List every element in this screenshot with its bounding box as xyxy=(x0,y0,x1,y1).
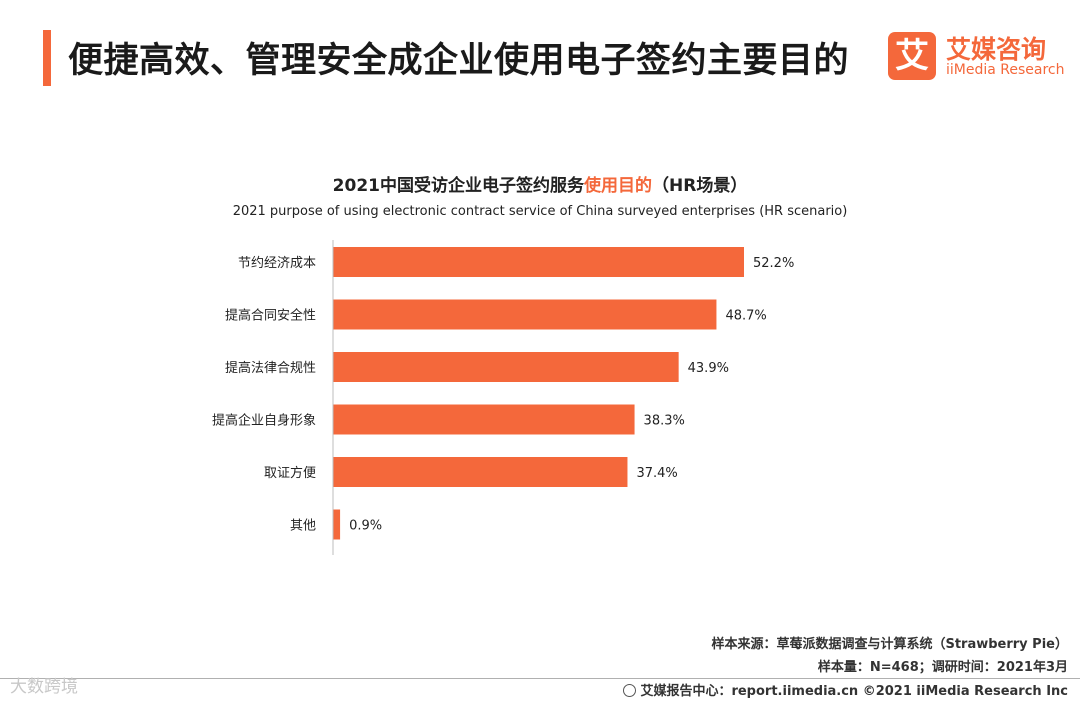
bar xyxy=(333,457,628,487)
footer-sample: 样本量：N=468；调研时间：2021年3月 xyxy=(817,660,1068,675)
category-label: 节约经济成本 xyxy=(238,256,316,271)
chart-title-suffix: （HR场景） xyxy=(652,176,748,196)
footer-source: 样本来源：草莓派数据调查与计算系统（Strawberry Pie） xyxy=(711,637,1068,652)
category-label: 取证方便 xyxy=(264,465,316,481)
globe-icon xyxy=(623,684,637,697)
chart-title: 2021中国受访企业电子签约服务使用目的（HR场景） xyxy=(0,171,1080,196)
value-label: 0.9% xyxy=(349,519,382,534)
category-label: 其他 xyxy=(290,519,316,534)
value-label: 37.4% xyxy=(636,466,677,481)
watermark-text: 大数跨境 xyxy=(10,677,78,697)
bar xyxy=(333,509,341,540)
brand-name-cn: 艾媒咨询 xyxy=(946,35,1047,64)
brand-mark-icon: 艾 xyxy=(888,32,936,80)
footer-divider xyxy=(0,678,1080,679)
value-label: 52.2% xyxy=(753,256,794,271)
brand-name-en: iiMedia Research xyxy=(946,62,1065,78)
category-label: 提高合同安全性 xyxy=(225,308,316,324)
value-label: 43.9% xyxy=(688,361,729,376)
footer-report: 艾媒报告中心：report.iimedia.cn ©2021 iiMedia R… xyxy=(623,680,1068,699)
title-accent-bar xyxy=(43,30,51,86)
chart-title-prefix: 2021中国受访企业电子签约服务 xyxy=(332,176,584,196)
category-label: 提高法律合规性 xyxy=(225,360,316,376)
bar xyxy=(333,247,744,277)
value-label: 38.3% xyxy=(644,414,685,429)
bar xyxy=(333,404,635,435)
bar xyxy=(333,352,679,382)
category-label: 提高企业自身形象 xyxy=(212,413,316,429)
page-title: 便捷高效、管理安全成企业使用电子签约主要目的 xyxy=(68,41,850,81)
value-label: 48.7% xyxy=(725,309,766,324)
chart-subtitle: 2021 purpose of using electronic contrac… xyxy=(232,204,848,219)
chart-title-highlight: 使用目的 xyxy=(584,176,652,196)
brand-logo: 艾 艾媒咨询 iiMedia Research xyxy=(888,30,1065,82)
bar xyxy=(333,299,717,330)
footer-report-text: 艾媒报告中心：report.iimedia.cn ©2021 iiMedia R… xyxy=(640,684,1068,699)
